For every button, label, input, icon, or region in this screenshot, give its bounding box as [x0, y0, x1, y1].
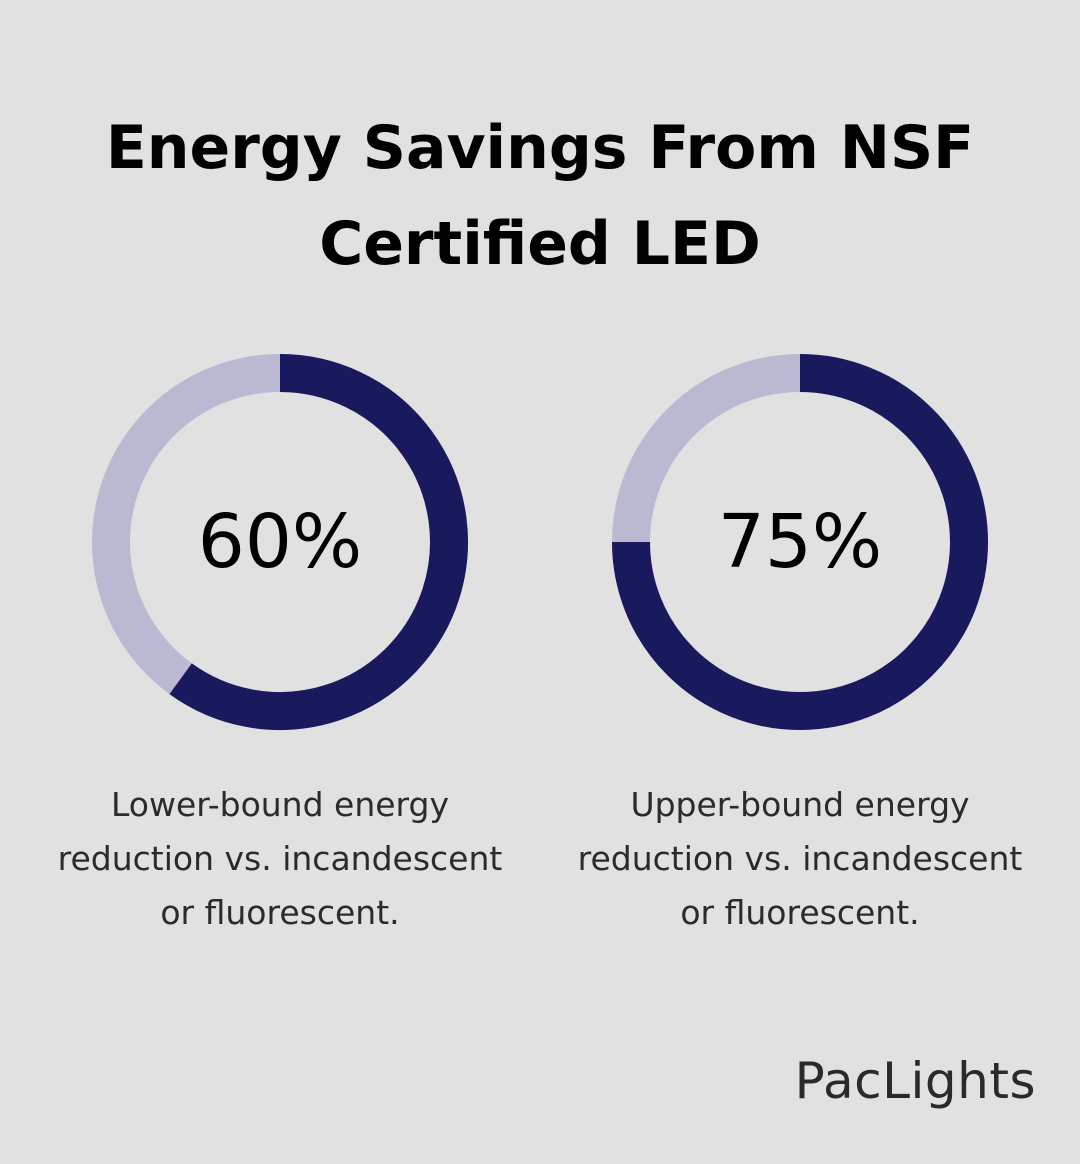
- title-line-1: Energy Savings From NSF: [105, 113, 975, 183]
- caption-line: reduction vs. incandescent: [577, 839, 1023, 878]
- donut-fill-arc: [612, 354, 988, 730]
- stat-caption: Upper-bound energy reduction vs. incande…: [550, 778, 1050, 940]
- donut-chart-upper-bound: 75%: [612, 354, 988, 730]
- caption-line: reduction vs. incandescent: [57, 839, 503, 878]
- stat-caption: Lower-bound energy reduction vs. incande…: [30, 778, 530, 940]
- caption-line: or fluorescent.: [160, 893, 400, 932]
- donut-value-label: 75%: [718, 499, 882, 585]
- title-line-2: Certified LED: [319, 209, 761, 279]
- paclights-logo: PacLights: [794, 1052, 1036, 1110]
- stat-lower-bound: 60% Lower-bound energy reduction vs. inc…: [30, 352, 530, 940]
- donut-chart-lower-bound: 60%: [92, 354, 468, 730]
- caption-line: or fluorescent.: [680, 893, 920, 932]
- donut-value-label: 60%: [198, 499, 362, 585]
- stat-upper-bound: 75% Upper-bound energy reduction vs. inc…: [550, 352, 1050, 940]
- caption-line: Lower-bound energy: [110, 785, 450, 824]
- donut-fill-arc: [169, 354, 468, 730]
- caption-line: Upper-bound energy: [630, 785, 970, 824]
- page-title: Energy Savings From NSF Certified LED: [60, 100, 1020, 292]
